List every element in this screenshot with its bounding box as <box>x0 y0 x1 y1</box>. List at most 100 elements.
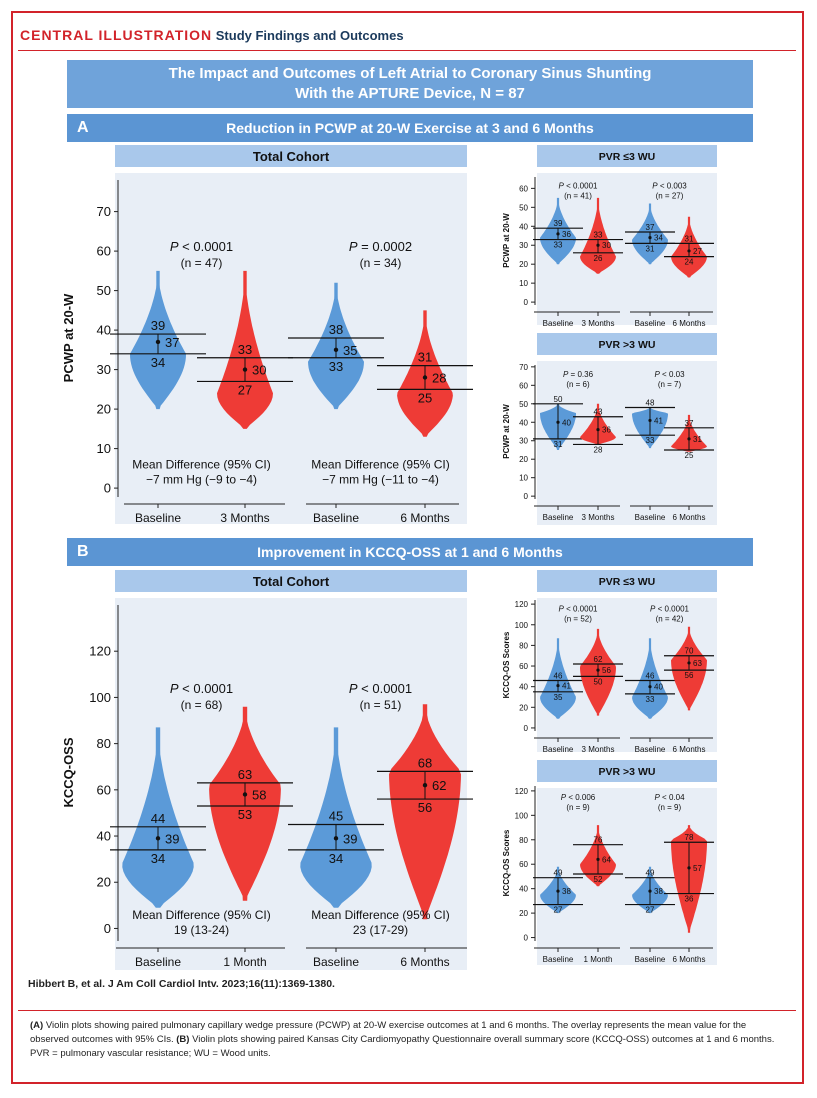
y-axis-label: KCCQ-OS Scores <box>502 829 511 896</box>
mean-marker <box>648 685 652 689</box>
mean-difference-value: −7 mm Hg (−9 to −4) <box>146 472 257 486</box>
n-count-label: (n = 6) <box>566 380 590 389</box>
x-tick-label: Baseline <box>635 319 666 328</box>
violin-shape <box>389 704 461 920</box>
mean-marker <box>648 418 652 423</box>
chart-panel-header <box>537 760 717 782</box>
ci-lower-label: 33 <box>329 359 343 374</box>
x-tick-label: Baseline <box>543 513 574 522</box>
mean-difference-value: −7 mm Hg (−11 to −4) <box>322 472 439 486</box>
n-count-label: (n = 51) <box>360 698 402 712</box>
y-tick-label: 0 <box>524 298 529 307</box>
chart-panel-header <box>537 145 717 167</box>
ci-upper-label: 31 <box>685 234 694 243</box>
mean-label: 28 <box>432 371 446 386</box>
y-tick-label: 100 <box>515 811 529 820</box>
mean-label: 34 <box>654 234 663 243</box>
y-axis-label: KCCQ-OS Scores <box>502 631 511 698</box>
mean-marker <box>556 232 560 236</box>
mean-label: 36 <box>602 426 611 435</box>
x-tick-label: 3 Months <box>582 745 615 754</box>
y-tick-label: 40 <box>519 418 528 427</box>
ci-lower-label: 28 <box>594 445 603 454</box>
chart-panel-title: PVR >3 WU <box>599 766 656 778</box>
ci-lower-label: 53 <box>238 807 252 822</box>
p-value-label: P < 0.0001 <box>349 681 412 696</box>
ci-lower-label: 31 <box>554 440 563 449</box>
y-axis-label: PCWP at 20-W <box>502 404 511 459</box>
x-tick-label: Baseline <box>635 513 666 522</box>
section-a-bar: A Reduction in PCWP at 20-W Exercise at … <box>67 114 753 142</box>
ci-lower-label: 34 <box>329 851 343 866</box>
n-count-label: (n = 41) <box>564 191 592 200</box>
n-count-label: (n = 42) <box>656 615 684 624</box>
y-tick-label: 40 <box>97 829 111 844</box>
ci-lower-label: 31 <box>646 244 655 253</box>
ci-upper-label: 76 <box>594 836 603 845</box>
p-value-label: P < 0.0001 <box>170 239 233 254</box>
mean-label: 64 <box>602 855 611 864</box>
ci-upper-label: 68 <box>418 755 432 770</box>
ci-lower-label: 50 <box>594 677 603 686</box>
ci-upper-label: 31 <box>418 350 432 365</box>
x-tick-label: Baseline <box>635 955 666 964</box>
ci-upper-label: 44 <box>151 811 165 826</box>
ci-upper-label: 63 <box>238 767 252 782</box>
y-tick-label: 50 <box>97 283 111 298</box>
n-count-label: (n = 34) <box>360 256 402 270</box>
mean-label: 37 <box>165 335 179 350</box>
violin-shape <box>540 638 576 719</box>
illustration-header: CENTRAL ILLUSTRATION Study Findings and … <box>20 20 790 50</box>
p-value-label: P = 0.36 <box>563 370 594 379</box>
mean-marker <box>155 836 161 841</box>
y-axis-label: PCWP at 20-W <box>502 213 511 268</box>
mean-marker <box>155 339 161 345</box>
y-tick-label: 60 <box>97 782 111 797</box>
y-tick-label: 120 <box>515 787 529 796</box>
illustration-subtitle: Study Findings and Outcomes <box>215 28 404 43</box>
mean-difference-label: Mean Difference (95% CI) <box>311 457 450 471</box>
x-tick-label: Baseline <box>135 955 181 969</box>
mean-label: 38 <box>654 887 663 896</box>
chart-panel-header <box>537 333 717 355</box>
section-b-bar: B Improvement in KCCQ-OSS at 1 and 6 Mon… <box>67 538 753 566</box>
y-tick-label: 40 <box>97 323 111 338</box>
y-tick-label: 50 <box>519 203 528 212</box>
illustration-frame <box>11 11 804 1084</box>
p-value-label: P < 0.0001 <box>170 681 233 696</box>
x-tick-label: Baseline <box>635 745 666 754</box>
x-tick-label: 1 Month <box>223 955 266 969</box>
violin-shape <box>580 197 616 274</box>
ci-lower-label: 33 <box>646 695 655 704</box>
mean-marker <box>648 889 652 893</box>
mean-label: 30 <box>602 241 611 250</box>
y-tick-label: 20 <box>519 260 528 269</box>
mean-marker <box>242 367 248 372</box>
y-tick-label: 20 <box>519 909 528 918</box>
x-tick-label: 3 Months <box>582 513 615 522</box>
mean-label: 40 <box>654 683 663 692</box>
caption-b-label: (B) <box>176 1034 190 1045</box>
y-tick-label: 50 <box>519 400 528 409</box>
ci-upper-label: 46 <box>646 671 655 680</box>
mean-marker <box>687 866 691 870</box>
p-value-label: P = 0.0002 <box>349 239 412 254</box>
y-tick-label: 40 <box>519 885 528 894</box>
ci-upper-label: 37 <box>646 223 655 232</box>
y-tick-label: 20 <box>519 455 528 464</box>
y-tick-label: 0 <box>524 724 529 733</box>
ci-lower-label: 56 <box>685 671 694 680</box>
ci-upper-label: 49 <box>554 869 563 878</box>
n-count-label: (n = 7) <box>658 380 682 389</box>
y-tick-label: 100 <box>515 621 529 630</box>
central-illustration-label: CENTRAL ILLUSTRATION <box>20 27 213 43</box>
ci-upper-label: 50 <box>554 395 563 404</box>
y-tick-label: 20 <box>519 703 528 712</box>
y-tick-label: 40 <box>519 683 528 692</box>
ci-upper-label: 38 <box>329 322 343 337</box>
ci-lower-label: 33 <box>646 436 655 445</box>
chart-panel-title: Total Cohort <box>253 149 330 164</box>
y-tick-label: 40 <box>519 222 528 231</box>
mean-marker <box>333 347 339 353</box>
ci-lower-label: 27 <box>554 906 563 915</box>
